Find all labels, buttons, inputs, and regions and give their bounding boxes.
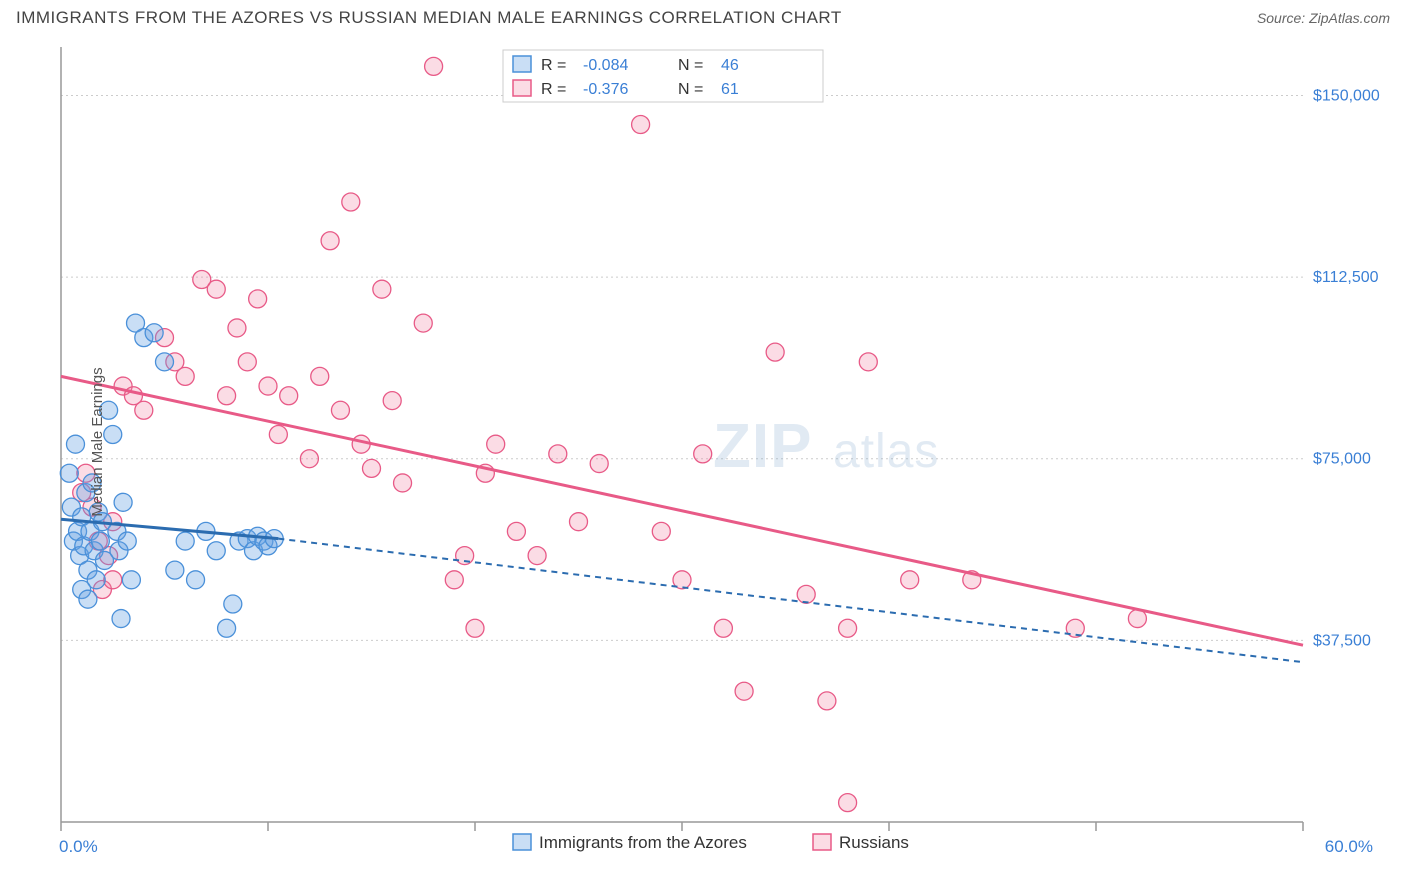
scatter-point [166, 561, 184, 579]
scatter-point [487, 435, 505, 453]
scatter-point [570, 513, 588, 531]
scatter-point [228, 319, 246, 337]
chart-source: Source: ZipAtlas.com [1257, 10, 1390, 26]
trend-line [61, 376, 1303, 645]
scatter-point [331, 401, 349, 419]
svg-text:0.0%: 0.0% [59, 837, 98, 852]
scatter-point [156, 353, 174, 371]
scatter-point [735, 682, 753, 700]
scatter-point [839, 794, 857, 812]
legend-swatch [813, 834, 831, 850]
svg-text:$75,000: $75,000 [1313, 451, 1371, 468]
trend-line-dashed [278, 539, 1303, 663]
svg-text:atlas: atlas [833, 425, 939, 478]
scatter-point [145, 324, 163, 342]
scatter-point [176, 532, 194, 550]
scatter-point [652, 522, 670, 540]
svg-text:R =: R = [541, 81, 566, 98]
scatter-point [818, 692, 836, 710]
scatter-point [528, 547, 546, 565]
scatter-point [859, 353, 877, 371]
svg-text:-0.084: -0.084 [583, 57, 628, 74]
scatter-point [311, 367, 329, 385]
legend-swatch-blue [513, 56, 531, 72]
legend-swatch [513, 834, 531, 850]
scatter-point [91, 532, 109, 550]
svg-text:61: 61 [721, 81, 739, 98]
chart-header: IMMIGRANTS FROM THE AZORES VS RUSSIAN ME… [0, 0, 1406, 32]
chart-title: IMMIGRANTS FROM THE AZORES VS RUSSIAN ME… [16, 8, 842, 28]
scatter-point [383, 392, 401, 410]
scatter-point [114, 493, 132, 511]
scatter-point [269, 426, 287, 444]
svg-text:N =: N = [678, 81, 703, 98]
scatter-point [249, 290, 267, 308]
scatter-point [321, 232, 339, 250]
scatter-chart: $37,500 $75,000 $112,500 $150,000 ZIP atlas 0.… [13, 32, 1393, 852]
scatter-point [549, 445, 567, 463]
svg-text:$112,500: $112,500 [1313, 269, 1379, 286]
scatter-point [342, 193, 360, 211]
scatter-point [218, 387, 236, 405]
scatter-point [280, 387, 298, 405]
scatter-point [104, 426, 122, 444]
scatter-point [694, 445, 712, 463]
scatter-point [207, 280, 225, 298]
scatter-point [218, 619, 236, 637]
scatter-point [224, 595, 242, 613]
scatter-point [104, 571, 122, 589]
svg-text:$37,500: $37,500 [1313, 632, 1371, 649]
scatter-point [66, 435, 84, 453]
scatter-point [122, 571, 140, 589]
legend-swatch-pink [513, 80, 531, 96]
legend-label: Immigrants from the Azores [539, 833, 747, 852]
scatter-point [79, 590, 97, 608]
svg-text:N =: N = [678, 57, 703, 74]
scatter-point [135, 401, 153, 419]
y-axis-title: Median Male Earnings [89, 367, 106, 516]
scatter-point [466, 619, 484, 637]
legend-label: Russians [839, 833, 909, 852]
scatter-point [797, 585, 815, 603]
scatter-point [901, 571, 919, 589]
svg-text:-0.376: -0.376 [583, 81, 628, 98]
svg-text:ZIP: ZIP [713, 412, 812, 481]
chart-container: Median Male Earnings $37,500 $75,000 $112,… [13, 32, 1393, 852]
scatter-point [839, 619, 857, 637]
scatter-point [176, 367, 194, 385]
svg-text:$150,000: $150,000 [1313, 87, 1380, 104]
scatter-point [590, 455, 608, 473]
scatter-point [60, 464, 78, 482]
scatter-point [394, 474, 412, 492]
scatter-point [445, 571, 463, 589]
scatter-point [714, 619, 732, 637]
scatter-point [259, 377, 277, 395]
scatter-point [118, 532, 136, 550]
scatter-point [187, 571, 205, 589]
svg-text:46: 46 [721, 57, 739, 74]
scatter-point [112, 610, 130, 628]
scatter-point [207, 542, 225, 560]
scatter-point [507, 522, 525, 540]
scatter-point [425, 57, 443, 75]
scatter-point [1128, 610, 1146, 628]
scatter-point [632, 116, 650, 134]
scatter-point [238, 353, 256, 371]
scatter-point [300, 450, 318, 468]
scatter-point [766, 343, 784, 361]
scatter-point [373, 280, 391, 298]
svg-text:R =: R = [541, 57, 566, 74]
svg-text:60.0%: 60.0% [1325, 837, 1373, 852]
scatter-point [363, 459, 381, 477]
scatter-point [414, 314, 432, 332]
